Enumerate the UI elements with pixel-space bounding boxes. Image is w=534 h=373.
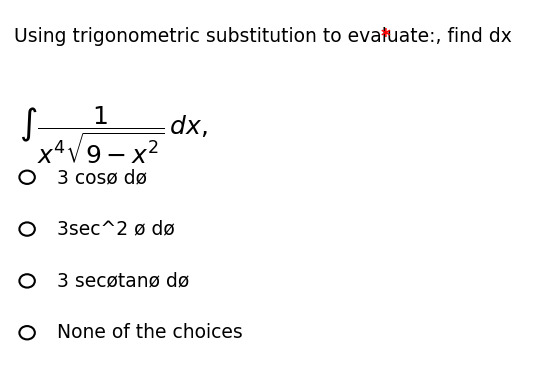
Text: Using trigonometric substitution to evaluate:, find dx: Using trigonometric substitution to eval… [14,27,518,46]
Text: 3 secøtanø dø: 3 secøtanø dø [57,272,190,291]
Text: $\int \dfrac{1}{x^4\sqrt{9-x^2}}\,dx,$: $\int \dfrac{1}{x^4\sqrt{9-x^2}}\,dx,$ [19,105,208,167]
Text: *: * [381,27,390,46]
Text: None of the choices: None of the choices [57,323,243,342]
Circle shape [19,274,35,288]
Text: 3 cosø dø: 3 cosø dø [57,168,147,187]
Text: 3sec^2 ø dø: 3sec^2 ø dø [57,220,175,239]
Circle shape [19,326,35,339]
Circle shape [19,170,35,184]
Circle shape [19,222,35,236]
